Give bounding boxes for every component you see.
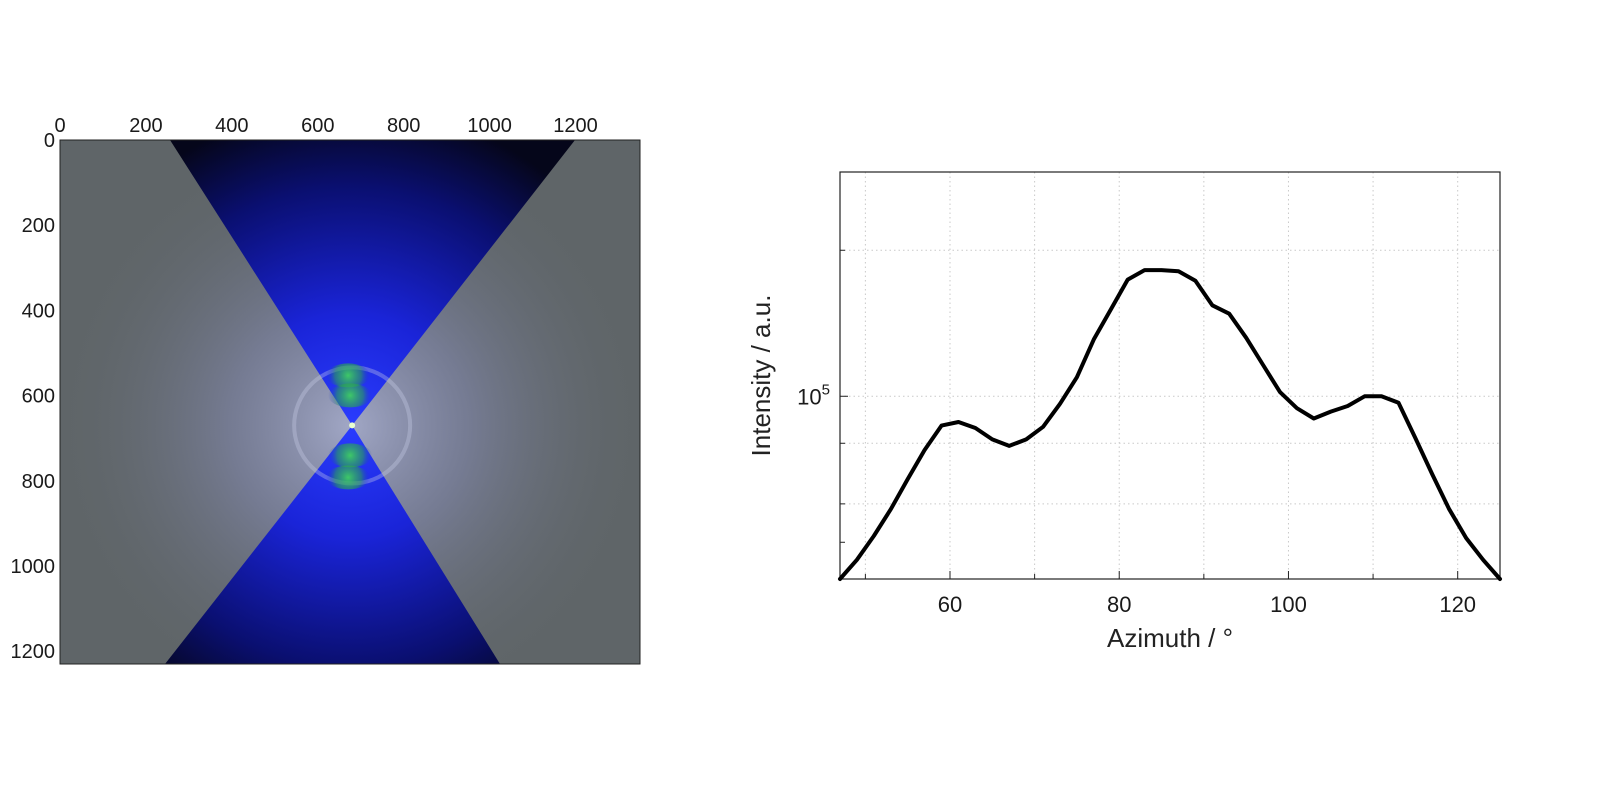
x-tick-label: 600: [301, 115, 334, 137]
y-tick-label: 400: [22, 300, 55, 322]
detector-image: 0 200 400 600 800 1000 1200 0 200 400 600 800 1000 12…: [11, 115, 641, 665]
y-tick-label: 1200: [11, 641, 56, 663]
y-tick-label: 1000: [11, 556, 56, 578]
x-tick-label: 400: [215, 115, 248, 137]
y-tick-label: 800: [22, 471, 55, 493]
y-tick-label: 200: [22, 215, 55, 237]
azimuthal-plot: 60 80 100 120 105 Azimuth / ° Intensity / a.u.: [746, 171, 1502, 653]
reflection-spot: [326, 465, 371, 490]
reflection-glow: [328, 383, 373, 408]
reflection-spot: [326, 363, 371, 388]
y-axis-title: Intensity / a.u.: [746, 295, 776, 457]
x-tick-label: 1200: [553, 115, 598, 137]
lower-sector: [165, 425, 500, 664]
x-tick-label: 800: [387, 115, 420, 137]
reflection-spot: [328, 383, 373, 408]
y-tick-label: 105: [797, 381, 830, 409]
upper-sector: [170, 140, 575, 426]
y-tick-base: 10: [797, 384, 821, 409]
x-tick-label: 80: [1107, 592, 1131, 617]
x-tick-label: 60: [938, 592, 962, 617]
reflection-glow: [328, 443, 373, 468]
reflection-glow: [326, 363, 371, 388]
reflection-glow: [326, 465, 371, 490]
reflection-spot: [328, 443, 373, 468]
x-tick-label: 120: [1439, 592, 1476, 617]
beam-center: [349, 422, 356, 429]
plot-frame: [839, 171, 1501, 580]
x-tick-label: 100: [1270, 592, 1307, 617]
y-tick-label: 600: [22, 386, 55, 408]
y-tick-exponent: 5: [822, 381, 830, 398]
intensity-line: [838, 268, 1502, 581]
plot-area: [840, 172, 1500, 579]
image-area: [60, 140, 640, 664]
x-tick-label: 0: [54, 115, 65, 137]
x-axis-title: Azimuth / °: [1107, 623, 1233, 653]
x-tick-label: 1000: [467, 115, 512, 137]
image-frame: [59, 139, 641, 665]
y-tick-label: 0: [44, 130, 55, 152]
x-tick-label: 200: [129, 115, 162, 137]
